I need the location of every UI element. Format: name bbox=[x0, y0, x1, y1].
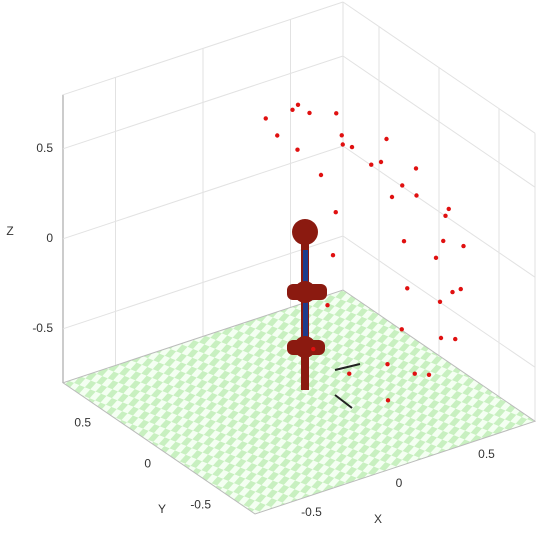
point bbox=[450, 289, 455, 295]
point bbox=[412, 371, 417, 376]
x-axis-label: X bbox=[374, 512, 382, 526]
point bbox=[384, 136, 389, 142]
point bbox=[437, 299, 443, 304]
x-tick-label: -0.5 bbox=[301, 505, 322, 519]
point bbox=[401, 239, 407, 244]
point bbox=[275, 133, 280, 138]
point bbox=[399, 327, 404, 332]
point bbox=[461, 243, 466, 249]
y-tick-label: -0.5 bbox=[190, 498, 211, 512]
point bbox=[389, 194, 395, 200]
point bbox=[318, 172, 324, 178]
y-tick-label: 0.5 bbox=[74, 416, 91, 430]
x-tick-label: 0.5 bbox=[478, 447, 495, 461]
point bbox=[438, 335, 444, 341]
point bbox=[334, 111, 339, 116]
point bbox=[433, 255, 439, 261]
z-tick-label: 0.5 bbox=[36, 141, 53, 155]
x-tick-label: 0 bbox=[396, 476, 403, 490]
floor bbox=[61, 289, 537, 515]
point bbox=[458, 286, 463, 292]
point bbox=[414, 193, 419, 198]
point bbox=[400, 183, 405, 188]
point bbox=[263, 116, 268, 121]
floor-plane bbox=[61, 289, 537, 515]
point bbox=[405, 286, 410, 291]
z-tick-label: 0 bbox=[46, 231, 53, 245]
point bbox=[330, 253, 336, 258]
axis-labels: Z Y X bbox=[6, 224, 382, 526]
robot bbox=[287, 219, 361, 409]
point bbox=[385, 362, 390, 367]
point bbox=[325, 303, 330, 308]
point bbox=[413, 166, 419, 171]
point-cloud bbox=[263, 102, 466, 403]
point bbox=[307, 110, 312, 116]
point bbox=[349, 144, 355, 150]
z-axis-label: Z bbox=[6, 224, 13, 238]
point bbox=[443, 213, 448, 218]
axes-background: -0.5 0 0.5 -0.5 0 0.5 -0.5 0 0.5 bbox=[32, 1, 536, 519]
point bbox=[311, 346, 316, 352]
point bbox=[446, 206, 451, 212]
y-tick-label: 0 bbox=[144, 457, 151, 471]
point bbox=[295, 102, 301, 108]
point bbox=[295, 147, 300, 152]
z-tick-label: -0.5 bbox=[32, 321, 53, 335]
point bbox=[290, 107, 295, 113]
point bbox=[340, 142, 345, 147]
point bbox=[426, 372, 432, 377]
point bbox=[369, 162, 374, 167]
point bbox=[333, 210, 338, 215]
point bbox=[385, 398, 391, 403]
y-axis-label: Y bbox=[158, 502, 166, 516]
point bbox=[347, 371, 352, 376]
point bbox=[453, 336, 458, 342]
point bbox=[441, 238, 446, 244]
point bbox=[378, 159, 384, 165]
point bbox=[339, 133, 344, 138]
